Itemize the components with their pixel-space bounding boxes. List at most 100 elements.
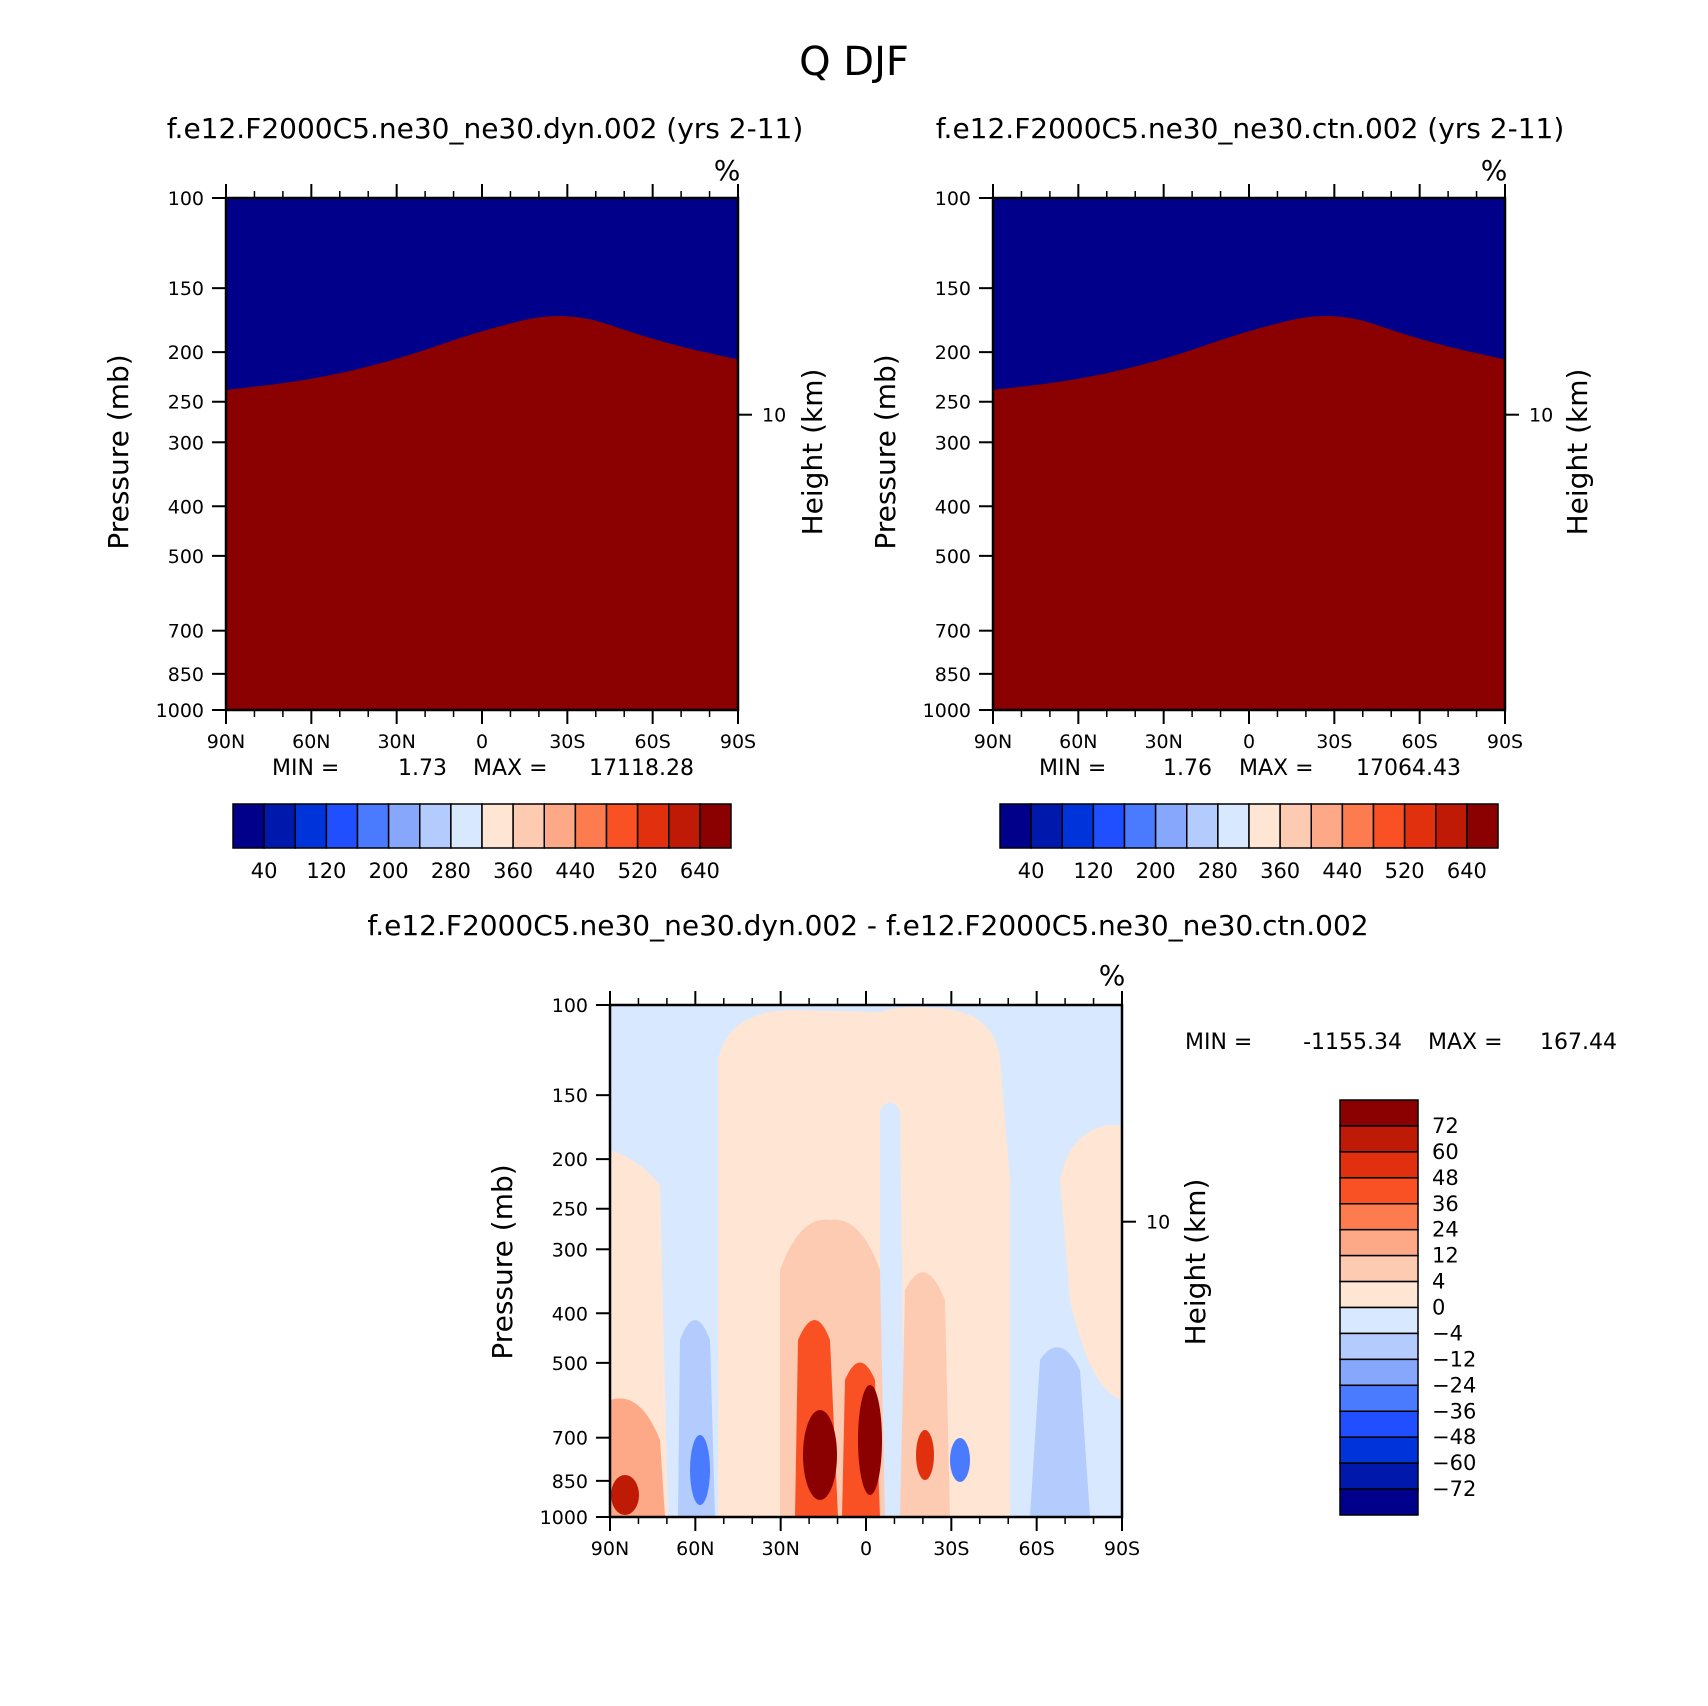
colorbar-label: 40 [1018,859,1045,883]
min-label: MIN = [1185,1030,1252,1055]
colorbar-swatch [1339,1488,1419,1516]
y-tick-label: 300 [552,1239,588,1261]
y-tick-label: 500 [552,1353,588,1375]
colorbar-label: −36 [1432,1399,1476,1423]
y-tick-label: 1000 [156,700,204,722]
colorbar-swatch [263,803,296,849]
colorbar-label: 520 [618,859,658,883]
colorbar-swatch [1339,1358,1419,1387]
y-tick-label: 700 [552,1428,588,1450]
colorbar-swatch [1339,1151,1419,1179]
colorbar-label: 360 [1260,859,1300,883]
x-tick-label: 60N [676,1538,714,1560]
max-value: 167.44 [1540,1030,1617,1055]
panel-difference: f.e12.F2000C5.ne30_ne30.dyn.002 - f.e12.… [367,909,1617,1560]
contour-band [900,1272,950,1517]
y-tick-label: 200 [935,342,971,364]
max-value: 17064.43 [1356,756,1461,781]
y-tick-label: 150 [935,278,971,300]
contour-band [880,1102,905,1517]
contour-band [950,1438,970,1482]
colorbar-swatch [419,803,452,849]
height-tick-label: 10 [762,405,786,427]
colorbar-swatch [1435,803,1468,849]
colorbar-swatch [232,803,265,849]
colorbar-label: −12 [1432,1347,1476,1371]
colorbar-label: −24 [1432,1373,1476,1397]
y-tick-label: 850 [168,664,204,686]
y-axis-label: Pressure (mb) [869,354,902,549]
contour-band [690,1435,710,1505]
colorbar-swatch [1466,803,1499,849]
y-tick-label: 300 [935,432,971,454]
colorbar-swatch [1339,1125,1419,1153]
colorbar-swatch [999,803,1032,849]
x-tick-label: 90S [720,731,756,753]
x-tick-label: 30N [1144,731,1182,753]
colorbar-swatch [1339,1332,1419,1361]
colorbar-swatch [450,803,483,849]
units-label: % [1099,959,1126,992]
contour-plot [993,198,1505,710]
plot-axes: 100 150 200 250 300 400 500 700 850 1000 10 90N 60N 3… [156,184,786,753]
colorbar-label: 280 [431,859,471,883]
colorbar-swatch [1403,803,1437,849]
y-tick-label: 300 [168,432,204,454]
x-tick-label: 60S [635,731,671,753]
y-tick-label: 400 [552,1303,588,1325]
max-label: MAX = [1428,1030,1503,1055]
colorbar-label: 72 [1432,1114,1459,1138]
contour-band [916,1430,934,1480]
colorbar-swatch [1339,1177,1419,1205]
colorbar-label: 640 [1447,859,1487,883]
panel-subtitle: f.e12.F2000C5.ne30_ne30.ctn.002 (yrs 2-1… [936,112,1565,145]
colorbar-swatch [1123,803,1157,849]
colorbar-label: 520 [1385,859,1425,883]
colorbar-label: 360 [493,859,533,883]
colorbar-swatch [1339,1462,1419,1490]
contour-band [1030,1347,1090,1517]
contour-band [993,316,1505,710]
x-tick-label: 30S [933,1538,969,1560]
y-tick-label: 400 [935,496,971,518]
panel-subtitle: f.e12.F2000C5.ne30_ne30.dyn.002 (yrs 2-1… [167,112,804,145]
colorbar-swatch [605,803,639,849]
y-tick-label: 700 [168,621,204,643]
colorbar-swatch [1339,1410,1419,1438]
colorbar: 40 120 200 280 360 440 520 640 [999,803,1499,883]
colorbar-label: 48 [1432,1166,1459,1190]
x-tick-label: 90N [591,1538,629,1560]
colorbar-label: 40 [251,859,278,883]
colorbar-label: 200 [369,859,409,883]
colorbar-label: 24 [1432,1218,1459,1242]
colorbar-swatch [481,803,514,849]
x-tick-label: 60N [1059,731,1097,753]
y-tick-label: 850 [935,664,971,686]
colorbar-label: 200 [1136,859,1176,883]
colorbar-label: 4 [1432,1270,1445,1294]
colorbar-swatch [512,803,545,849]
min-value: 1.76 [1163,756,1212,781]
colorbar-swatch [699,803,732,849]
min-value: 1.73 [398,756,447,781]
y-axis-label-right: Height (km) [1561,369,1594,536]
colorbar-label: 280 [1198,859,1238,883]
colorbar-label: 36 [1432,1192,1459,1216]
colorbar-label: 0 [1432,1296,1445,1320]
colorbar-swatch [1186,803,1219,849]
y-axis-label-right: Height (km) [1179,1179,1212,1346]
y-tick-label: 100 [168,188,204,210]
colorbar-label: 12 [1432,1244,1459,1268]
contour-band [611,1475,639,1515]
colorbar-swatch [668,803,701,849]
colorbar-swatch [1339,1254,1419,1283]
colorbar-swatch [1030,803,1063,849]
colorbar-swatch [1061,803,1095,849]
y-tick-label: 250 [552,1199,588,1221]
colorbar-swatch [1372,803,1406,849]
x-tick-label: 60N [292,731,330,753]
y-tick-label: 100 [935,188,971,210]
colorbar: 40 120 200 280 360 440 520 640 [232,803,732,883]
